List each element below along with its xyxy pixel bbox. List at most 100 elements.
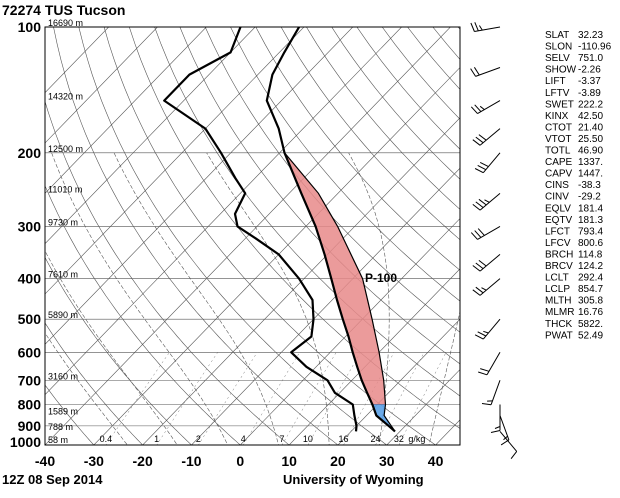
- temperature-tick-label: 30: [379, 453, 395, 469]
- index-label: THCK: [545, 319, 573, 330]
- wind-barb: [478, 352, 501, 376]
- moist-adiabat: [348, 152, 390, 445]
- altitude-label: 12500 m: [48, 144, 83, 154]
- mixing-ratio-label: 2: [196, 434, 201, 444]
- wind-barb-feather: [470, 68, 477, 77]
- wind-barb-feather: [483, 330, 489, 334]
- wind-barb-feather: [477, 331, 487, 337]
- wind-barb-feather: [475, 136, 484, 144]
- plot-frame: [44, 26, 461, 446]
- wind-barb: [474, 318, 501, 340]
- wind-barb-feather: [478, 25, 483, 31]
- index-label: SELV: [545, 53, 570, 64]
- temperature-tick-label: 0: [236, 453, 244, 469]
- wind-barb-staff: [482, 152, 501, 174]
- index-label: BRCV: [545, 261, 573, 272]
- wind-barb-feather: [494, 426, 501, 429]
- wind-barb: [470, 22, 501, 32]
- isotherm-line: [45, 27, 256, 245]
- dry-adiabat: [280, 27, 460, 241]
- isotherm-line: [45, 27, 207, 194]
- mixing-ratio-label: g/kg: [408, 434, 425, 444]
- pressure-tick-label: 100: [18, 19, 42, 35]
- index-label: SWET: [545, 99, 574, 110]
- index-label: LIFT: [545, 76, 566, 87]
- wind-barb: [470, 100, 501, 115]
- mixing-ratio-line: [307, 352, 361, 445]
- temperature-axis: -40 -30 -20 -10 0 10 20 30 40: [35, 453, 444, 469]
- index-value: 1447.: [578, 169, 603, 180]
- altitude-label: 1589 m: [48, 406, 78, 416]
- index-value: 21.40: [578, 122, 603, 133]
- wind-barb-feather: [479, 105, 485, 110]
- isotherm-line: [45, 27, 451, 445]
- mixing-ratio-line: [156, 352, 218, 445]
- index-label: LFCT: [545, 226, 570, 237]
- wind-barb-feather: [474, 22, 479, 31]
- index-label: VTOT: [545, 134, 571, 145]
- dry-adiabat: [103, 27, 437, 445]
- index-value: -3.89: [578, 88, 601, 99]
- pressure-tick-label: 800: [18, 396, 42, 412]
- moist-adiabat: [45, 332, 128, 445]
- pressure-tick-label: 700: [18, 372, 42, 388]
- dry-adiabat: [45, 384, 95, 445]
- dry-adiabat: [306, 27, 460, 210]
- index-label: PWAT: [545, 330, 573, 341]
- wind-barb-feather: [472, 204, 481, 211]
- wind-barb-feather: [473, 67, 480, 76]
- mixing-ratio-line: [375, 352, 425, 445]
- isotherm-line: [142, 117, 460, 445]
- index-value: 124.2: [578, 261, 603, 272]
- index-label: LCLT: [545, 273, 569, 284]
- wind-barb-feather: [472, 289, 481, 296]
- wind-barb-feather: [479, 161, 489, 168]
- pressure-tick-label: 400: [18, 271, 42, 287]
- wind-barb-staff: [486, 352, 501, 376]
- altitude-label: 9730 m: [48, 217, 78, 227]
- index-label: EQTV: [545, 215, 573, 226]
- index-label: TOTL: [545, 146, 571, 157]
- sounding-datetime: 12Z 08 Sep 2014: [2, 472, 103, 487]
- wind-barb-feather: [480, 368, 490, 372]
- index-value: 25.50: [578, 134, 603, 145]
- index-value: -2.26: [578, 65, 601, 76]
- wind-barb-feather: [500, 439, 510, 446]
- wind-barb-staff: [479, 278, 501, 296]
- wind-barb-feather: [478, 134, 487, 141]
- data-source: University of Wyoming: [283, 472, 424, 487]
- mixing-ratio-label: 1: [154, 434, 159, 444]
- wind-barb-feather: [470, 232, 478, 240]
- wind-barb: [472, 192, 501, 211]
- mixing-ratio-label: 32: [394, 434, 404, 444]
- mixing-ratio-label: 0.4: [100, 434, 113, 444]
- index-value: 32.23: [578, 30, 603, 41]
- wind-barb: [472, 278, 501, 296]
- wind-barb-feather: [503, 435, 508, 441]
- moist-adiabat: [45, 250, 178, 445]
- index-value: 222.2: [578, 99, 603, 110]
- dry-adiabat: [230, 27, 460, 302]
- index-label: CTOT: [545, 122, 572, 133]
- wind-barbs: [470, 22, 518, 460]
- index-label: LCLP: [545, 284, 570, 295]
- index-label: MLMR: [545, 307, 574, 318]
- index-value: 1337.: [578, 157, 603, 168]
- wind-barb: [490, 404, 501, 433]
- altitude-label: 788 m: [48, 422, 73, 432]
- index-value: 46.90: [578, 146, 603, 157]
- index-value: 5822.: [578, 319, 603, 330]
- mixing-ratio-line: [281, 352, 337, 445]
- altitude-label: 14320 m: [48, 92, 83, 102]
- wind-barb: [470, 226, 501, 240]
- mixing-ratio-label: 4: [241, 434, 246, 444]
- mixing-ratio-label: 24: [371, 434, 381, 444]
- altitude-label: 7610 m: [48, 270, 78, 280]
- wind-barb-staff: [477, 226, 501, 240]
- index-label: LFTV: [545, 88, 570, 99]
- wind-barb: [499, 431, 518, 460]
- mixing-ratio-line: [198, 352, 258, 445]
- mixing-ratio-line: [105, 352, 170, 445]
